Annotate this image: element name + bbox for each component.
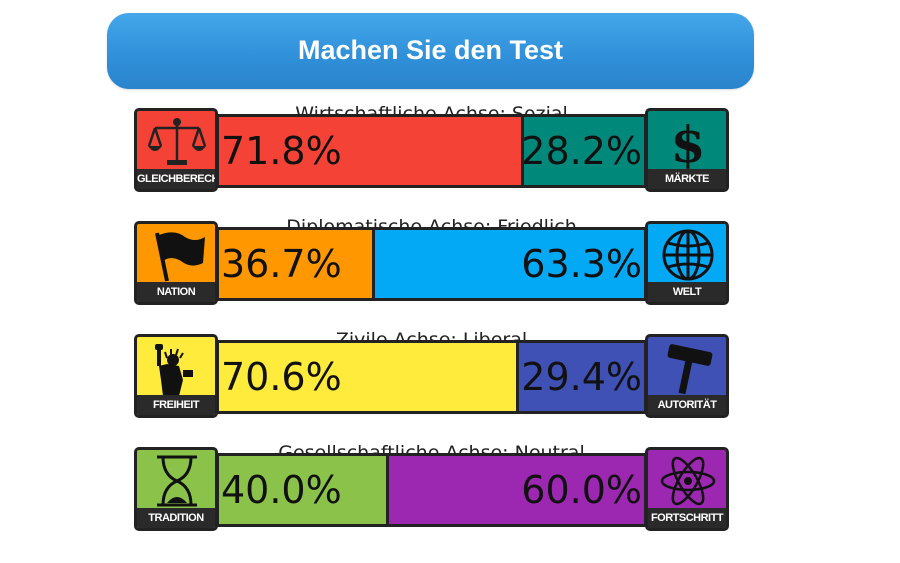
axis-societal: Gesellschaftliche Achse: Neutral TRADITI… xyxy=(134,442,729,554)
icon-label: FREIHEIT xyxy=(137,395,215,415)
axis-bar: 36.7% 63.3% xyxy=(216,227,647,301)
axis-bar: 40.0% 60.0% xyxy=(216,453,647,527)
percent-progress: 60.0% xyxy=(521,468,642,512)
take-test-button[interactable]: Machen Sie den Test xyxy=(107,13,754,89)
percent-equality: 71.8% xyxy=(221,129,342,173)
icon-label: NATION xyxy=(137,282,215,302)
axis-diplomatic: Diplomatische Achse: Friedlich NATION 36… xyxy=(134,216,729,328)
icon-box-progress: FORTSCHRITT xyxy=(645,447,729,531)
globe-icon xyxy=(662,229,714,281)
axis-bar: 71.8% 28.2% xyxy=(216,114,647,188)
bar-segment-markets: 28.2% xyxy=(521,117,644,185)
icon-box-liberty: FREIHEIT xyxy=(134,334,218,418)
percent-world: 63.3% xyxy=(521,242,642,286)
icon-box-authority: AUTORITÄT xyxy=(645,334,729,418)
bar-segment-progress: 60.0% xyxy=(389,456,644,524)
icon-box-world: WELT xyxy=(645,221,729,305)
percent-markets: 28.2% xyxy=(521,129,642,173)
icon-label: TRADITION xyxy=(137,508,215,528)
icon-label: AUTORITÄT xyxy=(648,395,726,415)
icon-label: WELT xyxy=(648,282,726,302)
bar-segment-equality: 71.8% xyxy=(219,117,525,185)
dollar-icon: $ xyxy=(671,115,706,170)
bar-segment-nation: 36.7% xyxy=(219,230,375,298)
icon-box-equality: GLEICHBERECHTIGUNG xyxy=(134,108,218,192)
icon-box-markets: $ MÄRKTE xyxy=(645,108,729,192)
icon-label: MÄRKTE xyxy=(648,169,726,189)
axis-economic: Wirtschaftliche Achse: Sozial GLEICHBERE… xyxy=(134,103,729,215)
percent-tradition: 40.0% xyxy=(221,468,342,512)
icon-box-tradition: TRADITION xyxy=(134,447,218,531)
bar-segment-world: 63.3% xyxy=(374,230,644,298)
percent-authority: 29.4% xyxy=(521,355,642,399)
flag-icon xyxy=(155,232,205,282)
bar-segment-authority: 29.4% xyxy=(519,343,644,411)
icon-box-nation: NATION xyxy=(134,221,218,305)
bar-segment-tradition: 40.0% xyxy=(219,456,389,524)
axis-bar: 70.6% 29.4% xyxy=(216,340,647,414)
bar-segment-liberty: 70.6% xyxy=(219,343,520,411)
scales-icon xyxy=(147,118,207,165)
statue-of-liberty-icon xyxy=(155,344,193,396)
percent-nation: 36.7% xyxy=(221,242,342,286)
icon-label: GLEICHBERECHTIGUNG xyxy=(137,169,215,189)
percent-liberty: 70.6% xyxy=(221,355,342,399)
icon-label: FORTSCHRITT xyxy=(648,508,726,528)
atom-icon xyxy=(660,456,716,506)
gavel-icon xyxy=(667,344,713,395)
hourglass-icon xyxy=(157,455,197,507)
axis-civil: Zivile Achse: Liberal FREIHEIT 70.6% 29.… xyxy=(134,329,729,441)
svg-text:$: $ xyxy=(671,115,706,170)
